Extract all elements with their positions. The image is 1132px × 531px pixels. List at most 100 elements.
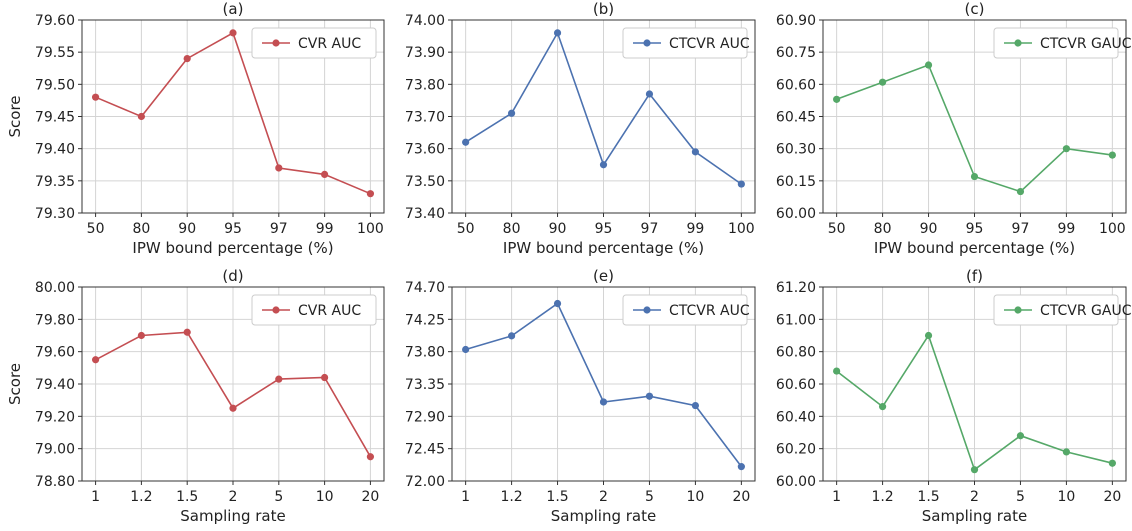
x-tick-label: 1 (832, 489, 841, 505)
y-tick-label: 60.60 (776, 77, 816, 93)
data-point (691, 401, 700, 410)
y-tick-label: 79.60 (35, 13, 75, 29)
x-tick-label: 1.2 (871, 489, 893, 505)
data-point (833, 95, 841, 103)
x-tick-label: 2 (970, 489, 979, 505)
data-point (183, 55, 191, 63)
x-tick-label: 95 (966, 221, 984, 237)
x-tick-label: 95 (595, 221, 613, 237)
data-point (275, 375, 283, 383)
y-tick-label: 73.70 (405, 110, 445, 126)
y-tick-label: 79.55 (35, 45, 75, 61)
data-point (553, 29, 562, 37)
x-tick-label: 10 (686, 489, 704, 505)
y-tick-label: 79.60 (35, 345, 75, 361)
legend-marker (272, 39, 280, 47)
x-tick-label: 5 (1016, 489, 1025, 505)
legend-box (622, 294, 748, 326)
data-point (1016, 187, 1025, 196)
y-tick-label: 72.90 (405, 409, 445, 425)
data-point (645, 392, 654, 400)
data-point (1062, 145, 1071, 153)
data-point (275, 164, 283, 172)
x-tick-label: 90 (920, 221, 938, 237)
legend-box (993, 27, 1119, 59)
chart-panel-b: 73.40 73.50 73.60 73.70 73.80 73.90 74.00 50 80 9… (405, 0, 756, 257)
y-tick-label: 79.80 (35, 312, 75, 328)
legend-label: CVR AUC (298, 36, 361, 52)
x-tick-label: 1 (91, 489, 100, 505)
data-point (229, 29, 237, 37)
x-tick-label: 5 (645, 489, 654, 505)
chart-title: (d) (222, 267, 243, 285)
x-tick-label: 20 (361, 489, 379, 505)
x-axis-label: Sampling rate (180, 507, 285, 525)
x-tick-label: 97 (270, 221, 288, 237)
y-tick-label: 60.60 (776, 377, 816, 393)
x-tick-label: 50 (87, 221, 105, 237)
y-tick-label: 79.35 (35, 174, 75, 190)
data-point (91, 93, 100, 101)
y-tick-label: 73.60 (405, 142, 445, 158)
y-tick-label: 60.00 (776, 206, 816, 222)
y-tick-label: 73.90 (405, 45, 445, 61)
data-point (599, 161, 608, 169)
y-tick-label: 73.35 (405, 377, 445, 393)
legend: CTCVR GAUC (993, 27, 1132, 59)
data-point (1016, 432, 1025, 440)
x-tick-label: 1 (461, 489, 470, 505)
x-tick-label: 95 (224, 221, 242, 237)
data-point (737, 463, 745, 471)
legend: CTCVR AUC (622, 294, 750, 326)
data-point (229, 404, 237, 412)
chart-title: (c) (965, 0, 985, 18)
data-point (183, 328, 191, 336)
y-tick-label: 79.40 (35, 142, 75, 158)
legend-box (622, 27, 748, 59)
chart-panel-e: 72.00 72.45 72.90 73.35 73.80 74.25 74.70 1 1.2 1… (405, 267, 756, 525)
x-tick-label: 99 (1057, 221, 1075, 237)
x-tick-label: 50 (457, 221, 475, 237)
x-tick-label: 20 (732, 489, 750, 505)
y-tick-label: 60.80 (776, 345, 816, 361)
chart-title: (f) (966, 267, 983, 285)
data-point (924, 61, 933, 69)
data-point (366, 190, 375, 198)
y-tick-label: 60.40 (776, 409, 816, 425)
x-tick-label: 90 (178, 221, 196, 237)
y-tick-label: 73.80 (405, 345, 445, 361)
y-tick-label: 73.50 (405, 174, 445, 190)
x-tick-label: 20 (1103, 489, 1121, 505)
chart-panel-f: 60.00 60.20 60.40 60.60 60.80 61.00 61.20 1 1.2 1… (776, 267, 1132, 525)
y-tick-label: 74.70 (405, 280, 445, 296)
y-tick-label: 60.00 (776, 474, 816, 490)
chart-title: (a) (223, 0, 244, 18)
data-point (970, 466, 979, 474)
x-tick-label: 99 (316, 221, 334, 237)
data-point (553, 299, 562, 308)
data-point (137, 112, 145, 121)
data-point (507, 332, 516, 340)
data-point (924, 331, 933, 340)
data-point (91, 356, 100, 364)
legend-box (993, 294, 1119, 326)
y-tick-label: 72.45 (405, 442, 445, 458)
chart-panel-d: 78.80 79.00 79.20 79.40 79.60 79.80 80.00 1 1.2 1… (6, 267, 385, 525)
data-point (645, 90, 654, 98)
data-point (691, 148, 700, 156)
data-point (137, 331, 145, 340)
y-tick-label: 60.30 (776, 142, 816, 158)
legend-label: CTCVR GAUC (1040, 36, 1132, 52)
legend-label: CVR AUC (298, 303, 361, 319)
y-tick-label: 79.50 (35, 77, 75, 93)
data-point (462, 138, 470, 146)
y-tick-label: 61.20 (776, 280, 816, 296)
y-tick-label: 73.40 (405, 206, 445, 222)
y-tick-label: 79.45 (35, 110, 75, 126)
data-point (1108, 459, 1116, 467)
chart-title: (b) (593, 0, 614, 18)
y-tick-label: 60.45 (776, 110, 816, 126)
legend: CVR AUC (251, 294, 377, 326)
data-point (321, 170, 329, 178)
